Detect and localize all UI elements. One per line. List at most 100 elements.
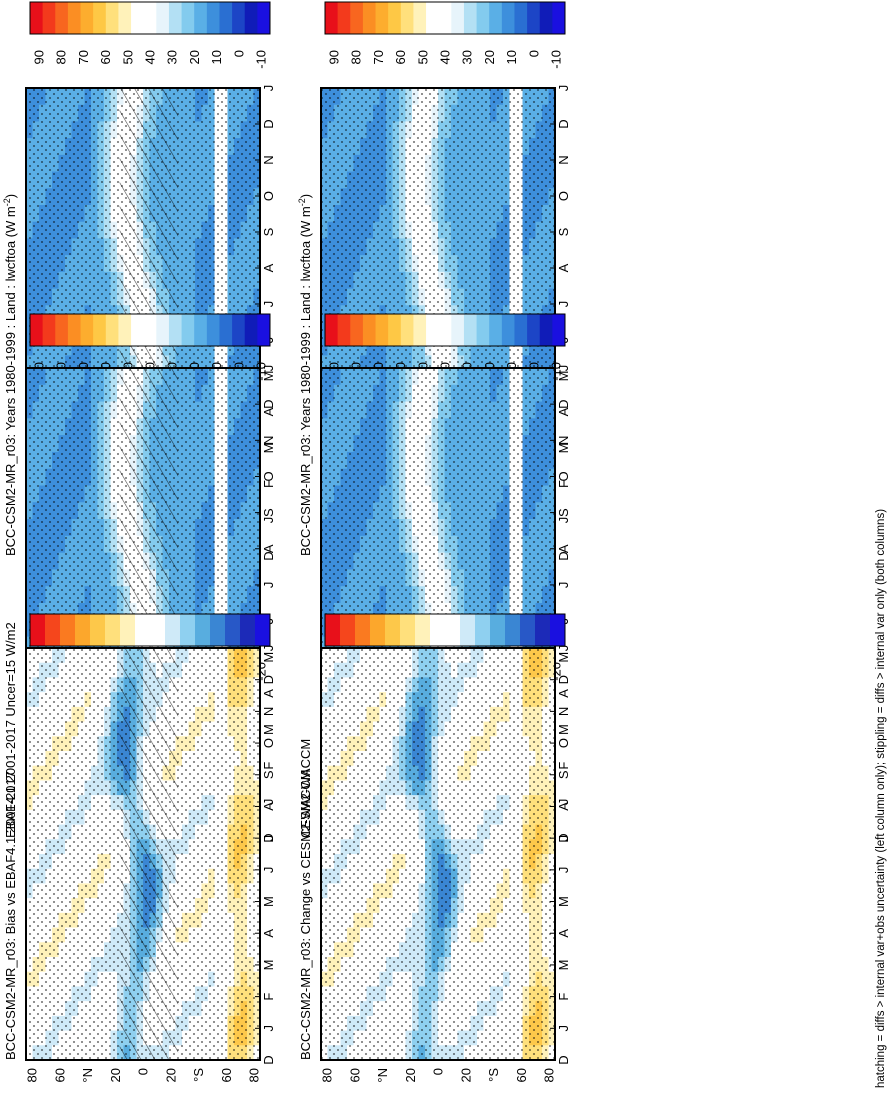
colorbar-cell xyxy=(388,2,401,34)
colorbar-cell xyxy=(156,2,169,34)
colorbar-tick-label: 90 xyxy=(32,50,47,64)
colorbar-cell xyxy=(55,2,68,34)
month-tick-label: S xyxy=(261,508,276,517)
lat-tick-label: 60 xyxy=(219,1068,234,1082)
month-tick-label: J xyxy=(261,365,276,372)
colorbar-cell xyxy=(489,314,502,346)
colorbar-cell xyxy=(413,314,426,346)
colorbar-cell xyxy=(93,314,106,346)
month-tick-label: F xyxy=(261,993,276,1001)
colorbar-cell xyxy=(135,614,151,646)
colorbar-tick-label: 10 xyxy=(504,50,519,64)
month-tick-label: M xyxy=(261,960,276,971)
month-tick-label: O xyxy=(556,191,571,201)
colorbar-cell xyxy=(118,314,131,346)
month-tick-label: J xyxy=(261,1025,276,1032)
colorbar-cell xyxy=(60,614,76,646)
colorbar-cell xyxy=(93,2,106,34)
colorbar-cell xyxy=(144,2,157,34)
lat-tick-label: 80 xyxy=(25,1068,40,1082)
colorbar-cell xyxy=(219,314,232,346)
month-tick-label: S xyxy=(261,770,276,779)
colorbar-cell xyxy=(257,2,270,34)
month-tick-label: D xyxy=(261,1055,276,1064)
month-tick-label: J xyxy=(261,301,276,308)
colorbar-cell xyxy=(210,614,226,646)
month-tick-label: J xyxy=(556,301,571,308)
month-tick-label: A xyxy=(261,263,276,272)
colorbar-tick-label: 0 xyxy=(526,50,541,57)
colorbar-cell xyxy=(81,314,94,346)
month-tick-label: D xyxy=(556,119,571,128)
month-tick-label: J xyxy=(261,85,276,92)
colorbar-cell xyxy=(540,314,553,346)
month-tick-label: S xyxy=(556,227,571,236)
colorbar-tick-label: 50 xyxy=(415,50,430,64)
hatch-overlay xyxy=(120,648,179,1060)
lat-tick-label: 20 xyxy=(108,1068,123,1082)
panel-title: BCC-CSM2-MR_r03: Years 1980-1999 : Land … xyxy=(2,194,18,556)
month-tick-label: J xyxy=(261,582,276,589)
colorbar-cell xyxy=(439,314,452,346)
lat-tick-label: °S xyxy=(191,1068,206,1082)
month-tick-label: J xyxy=(261,645,276,652)
colorbar-tick-label: 20 xyxy=(482,50,497,64)
month-tick-label: D xyxy=(261,399,276,408)
lat-tick-label: 80 xyxy=(247,1068,262,1082)
month-tick-label: A xyxy=(261,689,276,698)
month-tick-label: A xyxy=(261,802,276,811)
colorbar-cell xyxy=(257,314,270,346)
colorbar-cell xyxy=(195,614,211,646)
colorbar-cell xyxy=(182,314,195,346)
colorbar-cell xyxy=(207,314,220,346)
colorbar-tick-label: 30 xyxy=(460,50,475,64)
colorbar-cell xyxy=(144,314,157,346)
month-tick-label: S xyxy=(261,227,276,236)
month-tick-label: J xyxy=(261,867,276,874)
month-tick-label: O xyxy=(261,191,276,201)
month-tick-label: M xyxy=(261,724,276,735)
month-tick-label: D xyxy=(261,119,276,128)
colorbar-cell xyxy=(30,314,43,346)
colorbar-tick-label: 60 xyxy=(98,50,113,64)
colorbar-tick-label: 90 xyxy=(327,50,342,64)
colorbar-cell xyxy=(514,2,527,34)
colorbar-cell xyxy=(552,2,565,34)
colorbar-cell xyxy=(169,314,182,346)
colorbar-cell xyxy=(131,2,144,34)
colorbar-cell xyxy=(75,614,91,646)
colorbar-cell xyxy=(502,314,515,346)
colorbar-cell xyxy=(451,2,464,34)
colorbar-cell xyxy=(464,2,477,34)
colorbar-tick-label: -10 xyxy=(549,50,564,69)
colorbar-cell xyxy=(43,2,56,34)
colorbar-cell xyxy=(255,614,271,646)
colorbar-cell xyxy=(30,614,46,646)
colorbar-cell xyxy=(451,314,464,346)
colorbar-cell xyxy=(325,2,338,34)
lat-tick-label: 20 xyxy=(163,1068,178,1082)
colorbar-cell xyxy=(43,314,56,346)
colorbar-cell xyxy=(426,2,439,34)
month-tick-label: O xyxy=(261,471,276,481)
colorbar-cell xyxy=(106,314,119,346)
month-tick-label: N xyxy=(261,436,276,445)
month-tick-label: O xyxy=(261,738,276,748)
colorbar-cell xyxy=(477,314,490,346)
colorbar-cell xyxy=(338,314,351,346)
month-tick-label: M xyxy=(261,896,276,907)
colorbar-cell xyxy=(527,314,540,346)
colorbar-cell xyxy=(350,2,363,34)
colorbar-cell xyxy=(30,2,43,34)
colorbar-cell xyxy=(439,2,452,34)
colorbar-cell xyxy=(240,614,256,646)
colorbar-cell xyxy=(150,614,166,646)
colorbar-cell xyxy=(388,314,401,346)
month-tick-label: N xyxy=(261,155,276,164)
colorbar-cell xyxy=(55,314,68,346)
lat-tick-label: 60 xyxy=(52,1068,67,1082)
